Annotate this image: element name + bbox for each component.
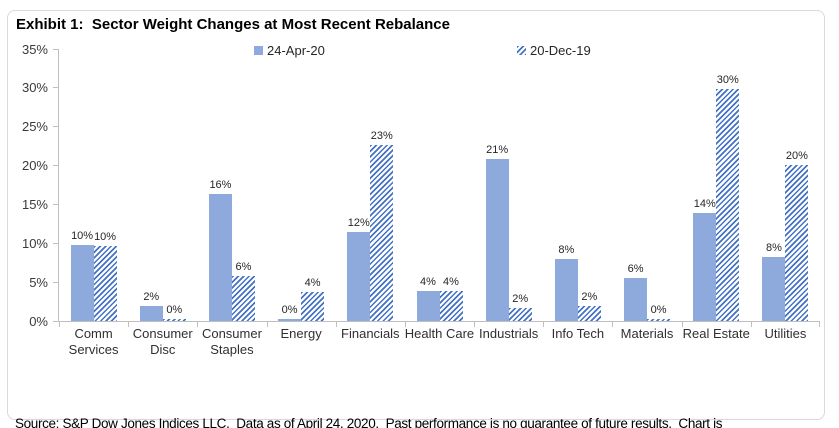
x-axis-category-label: Consumer Staples	[201, 326, 262, 357]
bar-hatched	[577, 306, 601, 321]
bar-value-label: 0%	[281, 304, 298, 317]
y-axis-tick	[53, 126, 59, 128]
x-axis-tick	[819, 321, 820, 327]
x-axis-category-label: Info Tech	[551, 326, 605, 341]
x-axis-category-label: Real Estate	[682, 326, 750, 341]
bar-hatched	[508, 307, 532, 321]
y-axis-tick	[53, 281, 59, 283]
y-axis-label: 0%	[29, 313, 48, 329]
bar-value-label: 10%	[94, 231, 117, 244]
bar-hatched	[439, 290, 463, 321]
x-axis-category-label: Energy	[280, 326, 322, 341]
bar-value-label: 0%	[650, 304, 667, 317]
bar-solid	[485, 159, 509, 321]
bar-value-label: 14%	[693, 197, 716, 210]
bar-value-label: 21%	[486, 144, 509, 157]
legend-item-20-dec-19: 20-Dec-19	[517, 42, 591, 58]
legend-hatch-square-icon	[517, 45, 526, 55]
bar-hatched	[162, 319, 186, 321]
bar-value-label: 4%	[304, 277, 321, 290]
bar-value-label: 0%	[166, 304, 183, 317]
x-axis-category-label: Industrials	[479, 326, 539, 341]
bar-hatched	[231, 275, 255, 321]
y-axis-tick	[53, 242, 59, 244]
bar-value-label: 4%	[443, 275, 459, 288]
x-axis-tick	[543, 321, 545, 327]
y-axis-label: 5%	[29, 274, 48, 290]
x-axis-tick	[197, 321, 199, 327]
x-axis-category-label: Financials	[341, 326, 400, 341]
x-axis-tick	[266, 321, 268, 327]
bar-solid	[416, 291, 440, 321]
bar-value-label: 10%	[71, 229, 94, 242]
source-note-line: Source: S&P Dow Jones Indices LLC. Data …	[15, 416, 723, 428]
bar-value-label: 20%	[785, 149, 808, 162]
x-axis-category-label: Consumer Disc	[132, 326, 193, 357]
source-note: Source: S&P Dow Jones Indices LLC. Data …	[15, 374, 815, 428]
bar-solid	[70, 244, 94, 321]
legend-label: 24-Apr-20	[267, 42, 325, 58]
bar-value-label: 23%	[370, 129, 393, 142]
bar-value-label: 2%	[581, 291, 598, 304]
x-axis-tick	[128, 321, 130, 327]
exhibit-card: Exhibit 1: Sector Weight Changes at Most…	[7, 10, 825, 428]
x-axis-tick	[474, 321, 476, 327]
bar-hatched	[370, 144, 394, 321]
chart-title: Exhibit 1: Sector Weight Changes at Most…	[16, 16, 450, 33]
x-axis-category-label: Health Care	[404, 326, 475, 341]
bar-solid	[554, 258, 578, 321]
y-axis-label: 10%	[21, 235, 48, 251]
y-axis-label: 30%	[21, 80, 48, 96]
bar-solid	[139, 306, 163, 321]
y-axis-label: 20%	[21, 158, 48, 174]
bar-solid	[693, 212, 717, 321]
bar-hatched	[716, 88, 740, 321]
bar-solid	[278, 319, 302, 321]
x-axis-tick	[681, 321, 683, 327]
x-axis-tick	[335, 321, 337, 327]
x-axis-category-label: Comm Services	[68, 326, 119, 357]
bar-value-label: 6%	[235, 260, 252, 273]
bar-solid	[347, 231, 371, 321]
legend-label: 20-Dec-19	[530, 42, 591, 58]
y-axis-tick	[53, 87, 59, 89]
bar-hatched	[301, 292, 325, 321]
x-axis-tick	[612, 321, 614, 327]
y-axis-label: 25%	[21, 119, 48, 135]
bar-value-label: 8%	[765, 242, 782, 255]
plot-area: 0% 5% 10% 15% 20% 25% 30% 35% 10% 2% 16% 0% 12% 4% 21%…	[22, 43, 820, 357]
bar-value-label: 30%	[716, 73, 739, 86]
bar-value-label: 4%	[420, 276, 436, 289]
bar-solid	[624, 278, 648, 321]
y-axis-label: 15%	[21, 196, 48, 212]
bar-value-label: 6%	[627, 263, 644, 276]
x-axis-category-label: Utilities	[764, 326, 807, 341]
bar-value-label: 12%	[347, 216, 370, 229]
bar-hatched	[647, 319, 671, 321]
x-axis-category-label: Materials	[620, 326, 674, 341]
bar-solid	[762, 257, 786, 321]
bar-value-label: 8%	[558, 243, 575, 256]
bar-hatched	[93, 246, 117, 321]
bar-hatched	[785, 164, 809, 321]
y-axis-tick	[53, 203, 59, 205]
legend-solid-square-icon	[254, 45, 263, 55]
y-axis-tick	[53, 48, 59, 50]
y-axis-label: 35%	[21, 41, 48, 57]
bar-value-label: 2%	[512, 292, 529, 305]
x-axis-tick	[750, 321, 752, 327]
y-axis-tick	[53, 320, 59, 322]
bar-value-label: 2%	[143, 291, 160, 304]
legend-item-24-apr-20: 24-Apr-20	[254, 42, 325, 58]
bar-solid	[208, 194, 232, 321]
x-axis-tick	[59, 321, 60, 327]
y-axis-tick	[53, 165, 59, 167]
x-axis-tick	[404, 321, 406, 327]
bar-value-label: 16%	[209, 179, 232, 192]
